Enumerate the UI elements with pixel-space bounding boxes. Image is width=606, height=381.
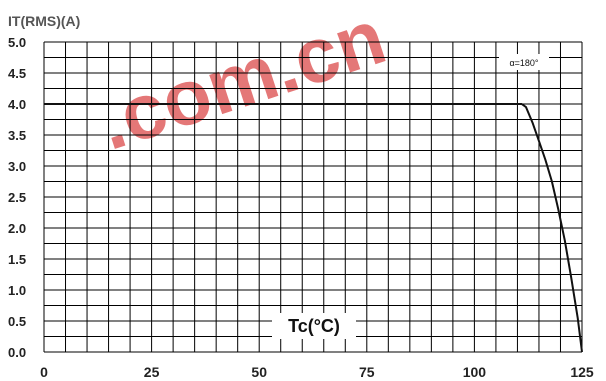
- y-tick-label: 0.5: [8, 314, 26, 329]
- y-axis-label: IT(RMS)(A): [8, 13, 80, 29]
- angle-annotation: α=180°: [509, 58, 538, 68]
- y-tick-label: 3.5: [8, 128, 26, 143]
- annotation-background: [499, 54, 549, 70]
- y-tick-label: 1.5: [8, 252, 26, 267]
- watermark-text: .com.cn: [88, 0, 396, 167]
- x-tick-label: 50: [251, 364, 267, 380]
- y-tick-label: 5.0: [8, 35, 26, 50]
- y-tick-label: 4.5: [8, 66, 26, 81]
- x-tick-label: 25: [144, 364, 160, 380]
- y-tick-label: 2.0: [8, 221, 26, 236]
- x-tick-label: 125: [570, 364, 594, 380]
- x-axis-label-background: [272, 313, 356, 339]
- y-tick-label: 0.0: [8, 345, 26, 360]
- y-tick-label: 1.0: [8, 283, 26, 298]
- x-axis-label: Tc(°C): [288, 316, 340, 336]
- x-tick-label: 100: [463, 364, 487, 380]
- series-line-0: [44, 103, 583, 353]
- x-tick-label: 75: [359, 364, 375, 380]
- y-tick-label: 4.0: [8, 97, 26, 112]
- x-tick-label: 0: [40, 364, 48, 380]
- y-tick-label: 3.0: [8, 159, 26, 174]
- y-tick-label: 2.5: [8, 190, 26, 205]
